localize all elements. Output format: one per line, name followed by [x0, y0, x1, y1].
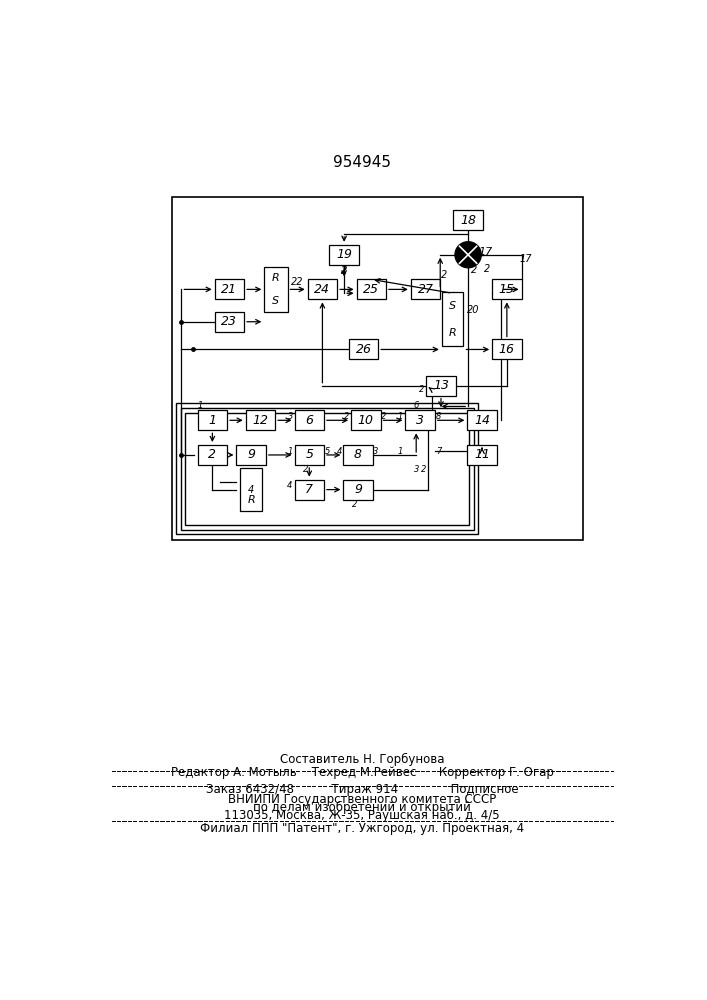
Bar	[215, 312, 244, 332]
Bar	[356, 279, 386, 299]
Bar	[405, 410, 435, 430]
Text: 25: 25	[363, 283, 379, 296]
Text: 11: 11	[474, 448, 490, 461]
Text: 3: 3	[414, 465, 419, 474]
Text: 2: 2	[303, 465, 308, 474]
Text: 6: 6	[414, 401, 419, 410]
Text: 27: 27	[418, 283, 433, 296]
Bar	[172, 197, 583, 540]
Bar	[344, 480, 373, 500]
Bar	[180, 408, 474, 530]
Text: 23: 23	[221, 315, 238, 328]
Text: 3: 3	[416, 414, 424, 427]
Text: 1: 1	[398, 412, 404, 421]
Text: 26: 26	[356, 343, 371, 356]
Text: 6: 6	[305, 414, 313, 427]
Text: 20: 20	[467, 305, 480, 315]
Text: 12: 12	[252, 414, 269, 427]
Text: 9: 9	[354, 483, 362, 496]
Text: 2: 2	[351, 500, 357, 509]
Bar	[215, 279, 244, 299]
Text: 2: 2	[471, 265, 477, 275]
Text: 22: 22	[291, 277, 304, 287]
Bar	[492, 339, 522, 359]
Bar	[329, 245, 359, 265]
Text: 2: 2	[421, 465, 426, 474]
Text: 4: 4	[248, 485, 255, 495]
Text: R: R	[247, 495, 255, 505]
Bar	[426, 376, 456, 396]
Text: 9: 9	[247, 448, 255, 461]
Bar	[349, 339, 378, 359]
Text: Филиал ППП "Патент", г. Ужгород, ул. Проектная, 4: Филиал ППП "Патент", г. Ужгород, ул. Про…	[200, 822, 524, 835]
Text: 14: 14	[474, 414, 490, 427]
Text: 113035, Москва, Ж-35, Раушская наб., д. 4/5: 113035, Москва, Ж-35, Раушская наб., д. …	[224, 809, 500, 822]
Bar	[351, 410, 380, 430]
Bar	[453, 210, 483, 230]
Bar	[236, 445, 266, 465]
Text: R: R	[272, 273, 280, 283]
Text: 10: 10	[358, 414, 374, 427]
Text: Редактор А. Мотыль    Техред М.Рейвес      Корректор Г. Огар: Редактор А. Мотыль Техред М.Рейвес Корре…	[170, 766, 554, 779]
Text: 7: 7	[305, 483, 313, 496]
Bar	[467, 445, 497, 465]
Text: 2: 2	[381, 412, 386, 421]
Bar	[308, 279, 337, 299]
Text: 4: 4	[287, 481, 293, 490]
Text: 21: 21	[221, 283, 238, 296]
Text: Заказ 6432/48          Тираж 914              Подписное: Заказ 6432/48 Тираж 914 Подписное	[206, 783, 518, 796]
Text: 24: 24	[315, 283, 330, 296]
Text: 3: 3	[288, 412, 293, 421]
Bar	[492, 279, 522, 299]
Text: 5: 5	[305, 448, 313, 461]
Text: 15: 15	[499, 283, 515, 296]
Text: по делам изобретений и открытий: по делам изобретений и открытий	[253, 801, 471, 814]
Bar	[264, 267, 288, 312]
Text: 7: 7	[436, 447, 441, 456]
Bar	[442, 292, 464, 346]
Bar	[295, 410, 324, 430]
Text: S: S	[272, 296, 279, 306]
Text: 19: 19	[336, 248, 352, 261]
Text: 1: 1	[398, 447, 404, 456]
Text: 2: 2	[344, 412, 349, 421]
Text: Составитель Н. Горбунова: Составитель Н. Горбунова	[280, 753, 444, 766]
Bar	[198, 445, 227, 465]
Text: 2: 2	[341, 266, 347, 276]
Text: 18: 18	[460, 214, 476, 227]
Bar	[246, 410, 275, 430]
Text: 1: 1	[209, 414, 216, 427]
Text: 2: 2	[419, 385, 424, 394]
Bar	[176, 403, 478, 534]
Bar	[295, 480, 324, 500]
Text: 13: 13	[433, 379, 449, 392]
Text: 2: 2	[484, 264, 491, 274]
Circle shape	[455, 242, 481, 268]
Bar	[467, 410, 497, 430]
Bar	[240, 468, 262, 511]
Text: 2: 2	[341, 265, 347, 275]
Bar	[185, 413, 469, 525]
Text: 8: 8	[436, 412, 441, 421]
Text: 8: 8	[354, 448, 362, 461]
Bar	[411, 279, 440, 299]
Bar	[198, 410, 227, 430]
Text: 1: 1	[197, 401, 203, 410]
Bar	[295, 445, 324, 465]
Text: 16: 16	[499, 343, 515, 356]
Text: 4: 4	[337, 447, 342, 456]
Text: 3: 3	[373, 447, 378, 456]
Text: ВНИИПИ Государственного комитета СССР: ВНИИПИ Государственного комитета СССР	[228, 793, 496, 806]
Text: 2: 2	[209, 448, 216, 461]
Text: S: S	[449, 301, 456, 311]
Text: R: R	[449, 328, 457, 338]
Text: 1: 1	[288, 447, 293, 456]
Text: 2: 2	[441, 270, 448, 280]
Text: 5: 5	[325, 447, 329, 456]
Text: 954945: 954945	[333, 155, 391, 170]
Text: 17: 17	[478, 247, 492, 257]
Bar	[344, 445, 373, 465]
Text: 17: 17	[519, 254, 532, 264]
